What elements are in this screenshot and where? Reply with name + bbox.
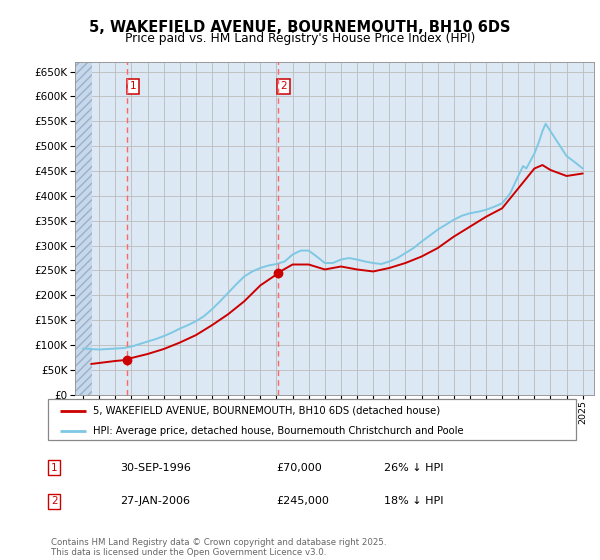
Text: Price paid vs. HM Land Registry's House Price Index (HPI): Price paid vs. HM Land Registry's House …: [125, 32, 475, 45]
Text: 30-SEP-1996: 30-SEP-1996: [120, 463, 191, 473]
Text: 26% ↓ HPI: 26% ↓ HPI: [384, 463, 443, 473]
Text: Contains HM Land Registry data © Crown copyright and database right 2025.
This d: Contains HM Land Registry data © Crown c…: [51, 538, 386, 557]
FancyBboxPatch shape: [48, 399, 576, 440]
Text: £70,000: £70,000: [276, 463, 322, 473]
Text: £245,000: £245,000: [276, 496, 329, 506]
Text: 1: 1: [51, 463, 58, 473]
Text: 1: 1: [130, 81, 136, 91]
Text: 2: 2: [280, 81, 287, 91]
Text: 18% ↓ HPI: 18% ↓ HPI: [384, 496, 443, 506]
Text: 2: 2: [51, 496, 58, 506]
Text: 5, WAKEFIELD AVENUE, BOURNEMOUTH, BH10 6DS: 5, WAKEFIELD AVENUE, BOURNEMOUTH, BH10 6…: [89, 20, 511, 35]
Text: HPI: Average price, detached house, Bournemouth Christchurch and Poole: HPI: Average price, detached house, Bour…: [93, 426, 464, 436]
Bar: [75, 62, 92, 395]
Text: 27-JAN-2006: 27-JAN-2006: [120, 496, 190, 506]
Text: 5, WAKEFIELD AVENUE, BOURNEMOUTH, BH10 6DS (detached house): 5, WAKEFIELD AVENUE, BOURNEMOUTH, BH10 6…: [93, 405, 440, 416]
